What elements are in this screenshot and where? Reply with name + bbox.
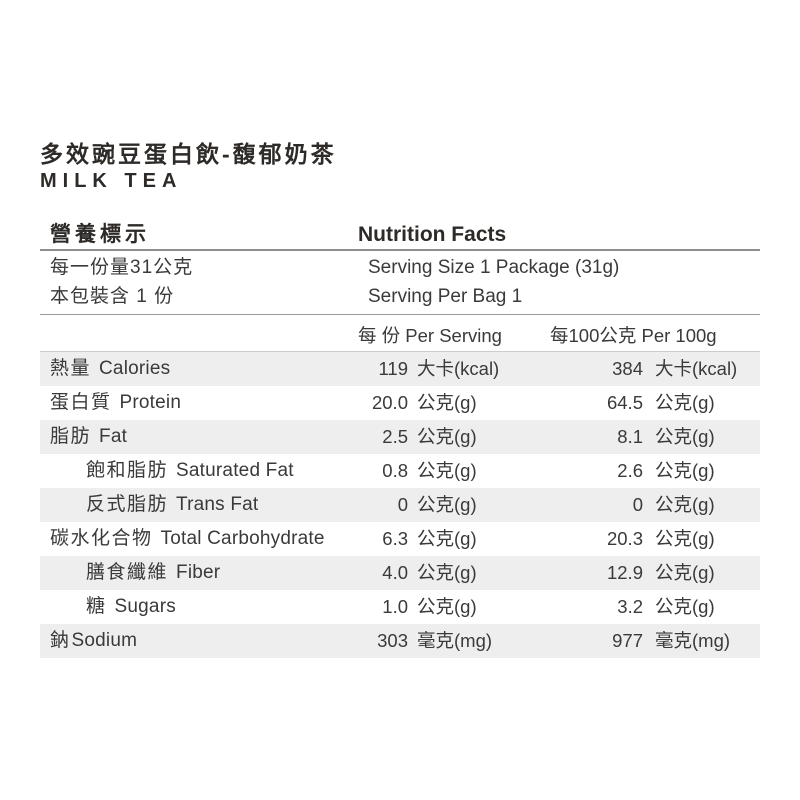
nutrient-name-zh: 糖 (86, 596, 107, 617)
nutrient-name-en: Fat (99, 426, 128, 447)
per-100g-unit: 公克(g) (655, 596, 715, 617)
nutrient-label: 糖 Sugars (40, 590, 330, 624)
nutrient-label: 熱量 Calories (40, 352, 330, 386)
per-100g-value: 977 (612, 630, 643, 651)
table-row: 碳水化合物 Total Carbohydrate 6.3 公克(g) 20.3 公… (40, 522, 760, 556)
per-serving-unit: 公克(g) (417, 494, 477, 515)
column-header-per-100g: 每100公克 Per 100g (550, 325, 717, 346)
nutrient-name-zh: 碳水化合物 (50, 528, 153, 549)
per-100g-unit: 公克(g) (655, 562, 715, 583)
per-serving-unit: 公克(g) (417, 460, 477, 481)
nutrient-name-zh: 反式脂肪 (86, 494, 169, 515)
serving-info: 每一份量31公克 Serving Size 1 Package (31g) 本包… (40, 251, 760, 314)
section-title-zh: 營養標示 (50, 223, 150, 246)
per-serving-value: 0 (397, 494, 408, 515)
nutrient-label: 飽和脂肪 Saturated Fat (40, 454, 330, 488)
per-serving-value: 6.3 (382, 528, 408, 549)
nutrient-name-en: Saturated Fat (176, 460, 294, 481)
per-serving-unit: 公克(g) (417, 426, 477, 447)
per-serving-unit: 公克(g) (417, 528, 477, 549)
table-row: 熱量 Calories 119 大卡(kcal) 384 大卡(kcal) (40, 352, 760, 386)
serving-count-en: Serving Per Bag 1 (368, 286, 523, 307)
nutrient-label: 鈉Sodium (40, 624, 330, 658)
per-serving-value: 0.8 (382, 460, 408, 481)
per-100g-value: 64.5 (606, 392, 643, 413)
nutrient-name-en: Sodium (71, 630, 138, 651)
per-serving-value: 303 (377, 630, 408, 651)
label-content: 多效豌豆蛋白飲-馥郁奶茶 MILK TEA 營養標示 Nutrition Fac… (40, 140, 760, 658)
per-100g-value: 384 (612, 358, 643, 379)
table-row: 鈉Sodium 303 毫克(mg) 977 毫克(mg) (40, 624, 760, 658)
nutrient-name-en: Protein (119, 392, 182, 413)
section-title-en: Nutrition Facts (358, 223, 507, 246)
table-row: 飽和脂肪 Saturated Fat 0.8 公克(g) 2.6 公克(g) (40, 454, 760, 488)
per-100g-value: 20.3 (606, 528, 643, 549)
nutrient-name-zh: 蛋白質 (50, 392, 112, 413)
table-row: 脂肪 Fat 2.5 公克(g) 8.1 公克(g) (40, 420, 760, 454)
nutrient-label: 反式脂肪 Trans Fat (40, 488, 330, 522)
nutrient-name-zh: 鈉 (50, 630, 71, 651)
per-100g-unit: 公克(g) (655, 392, 715, 413)
nutrient-name-en: Total Carbohydrate (160, 528, 325, 549)
section-header: 營養標示 Nutrition Facts (40, 221, 760, 249)
nutrient-label: 蛋白質 Protein (40, 386, 330, 420)
serving-count-row: 本包裝含 1 份 Serving Per Bag 1 (40, 282, 760, 311)
per-100g-unit: 公克(g) (655, 460, 715, 481)
nutrient-name-zh: 脂肪 (50, 426, 92, 447)
per-serving-unit: 公克(g) (417, 392, 477, 413)
nutrient-name-en: Calories (99, 358, 171, 379)
per-serving-value: 20.0 (371, 392, 408, 413)
per-100g-unit: 公克(g) (655, 528, 715, 549)
nutrient-name-en: Sugars (114, 596, 176, 617)
per-serving-value: 2.5 (382, 426, 408, 447)
nutrient-label: 碳水化合物 Total Carbohydrate (40, 522, 330, 556)
table-row: 膳食纖維 Fiber 4.0 公克(g) 12.9 公克(g) (40, 556, 760, 590)
nutrient-name-zh: 熱量 (50, 358, 92, 379)
nutrient-name-zh: 飽和脂肪 (86, 460, 169, 481)
per-100g-unit: 公克(g) (655, 426, 715, 447)
nutrient-name-en: Fiber (176, 562, 221, 583)
serving-size-en: Serving Size 1 Package (31g) (368, 257, 620, 278)
nutrient-label: 膳食纖維 Fiber (40, 556, 330, 590)
column-headers: 每 份 Per Serving 每100公克 Per 100g (40, 315, 760, 351)
table-row: 反式脂肪 Trans Fat 0 公克(g) 0 公克(g) (40, 488, 760, 522)
serving-size-zh: 每一份量31公克 (50, 257, 194, 278)
nutrition-table: 熱量 Calories 119 大卡(kcal) 384 大卡(kcal) 蛋白質… (40, 352, 760, 658)
product-title-zh: 多效豌豆蛋白飲-馥郁奶茶 (40, 141, 337, 167)
serving-size-row: 每一份量31公克 Serving Size 1 Package (31g) (40, 253, 760, 282)
nutrient-label: 脂肪 Fat (40, 420, 330, 454)
per-100g-value: 8.1 (617, 426, 643, 447)
table-row: 蛋白質 Protein 20.0 公克(g) 64.5 公克(g) (40, 386, 760, 420)
per-100g-value: 3.2 (617, 596, 643, 617)
divider-top (40, 249, 760, 251)
table-row: 糖 Sugars 1.0 公克(g) 3.2 公克(g) (40, 590, 760, 624)
per-serving-unit: 公克(g) (417, 562, 477, 583)
per-serving-unit: 公克(g) (417, 596, 477, 617)
nutrient-name-zh: 膳食纖維 (86, 562, 169, 583)
per-100g-value: 0 (632, 494, 643, 515)
per-100g-value: 12.9 (606, 562, 643, 583)
per-serving-value: 1.0 (382, 596, 408, 617)
per-100g-unit: 公克(g) (655, 494, 715, 515)
nutrient-name-en: Trans Fat (176, 494, 259, 515)
per-100g-value: 2.6 (617, 460, 643, 481)
per-serving-value: 119 (378, 358, 409, 379)
column-header-per-serving: 每 份 Per Serving (358, 325, 502, 346)
per-100g-unit: 大卡(kcal) (655, 358, 738, 379)
divider-under-columns (40, 351, 760, 352)
divider-middle (40, 314, 760, 315)
per-serving-unit: 毫克(mg) (417, 630, 493, 651)
per-serving-value: 4.0 (382, 562, 408, 583)
per-100g-unit: 毫克(mg) (655, 630, 731, 651)
serving-count-zh: 本包裝含 1 份 (50, 286, 175, 307)
per-serving-unit: 大卡(kcal) (417, 358, 500, 379)
product-title-en: MILK TEA (40, 170, 183, 192)
